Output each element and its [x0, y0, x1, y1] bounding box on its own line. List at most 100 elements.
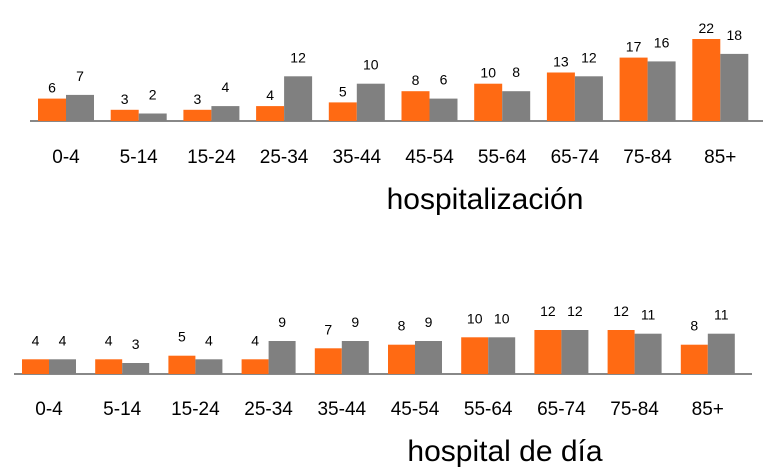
bar-orange-25-34 — [241, 359, 269, 374]
chart-title: hospital de día — [407, 435, 602, 467]
bar-gray-75-84 — [634, 333, 662, 374]
x-tick-label: 15-24 — [171, 399, 220, 420]
data-label: 9 — [278, 314, 286, 330]
data-label: 22 — [699, 20, 715, 36]
data-label: 12 — [613, 303, 629, 319]
x-tick-label: 65-74 — [551, 147, 600, 168]
bar-orange-0-4 — [38, 98, 66, 121]
data-label: 5 — [178, 329, 186, 345]
data-label: 4 — [222, 79, 230, 95]
bar-orange-25-34 — [256, 106, 285, 121]
bar-orange-55-64 — [461, 337, 489, 374]
chart-title: hospitalización — [387, 183, 584, 216]
data-label: 4 — [266, 87, 274, 103]
bar-gray-35-44 — [341, 341, 369, 374]
bar-orange-65-74 — [534, 330, 562, 374]
data-label: 8 — [690, 318, 698, 334]
data-label: 11 — [641, 307, 656, 323]
data-label: 3 — [121, 91, 129, 107]
data-label: 10 — [467, 310, 483, 326]
bar-gray-85+ — [720, 53, 749, 121]
data-label: 9 — [351, 314, 359, 330]
data-label: 3 — [132, 336, 140, 352]
x-tick-label: 45-54 — [391, 399, 440, 420]
bar-gray-45-54 — [429, 98, 458, 121]
data-label: 10 — [363, 57, 379, 73]
bar-gray-65-74 — [561, 330, 589, 374]
x-tick-label: 85+ — [692, 399, 724, 420]
data-label: 4 — [105, 332, 113, 348]
data-label: 11 — [714, 307, 729, 323]
data-label: 7 — [324, 321, 332, 337]
bar-orange-85+ — [680, 344, 708, 374]
bar-orange-5-14 — [95, 359, 123, 374]
bar-orange-15-24 — [168, 355, 196, 374]
bar-orange-75-84 — [619, 57, 648, 121]
data-label: 6 — [440, 72, 448, 88]
data-label: 4 — [59, 332, 67, 348]
bar-orange-15-24 — [183, 109, 212, 121]
x-tick-label: 85+ — [704, 147, 736, 168]
data-label: 3 — [194, 91, 202, 107]
x-tick-label: 65-74 — [537, 399, 586, 420]
x-tick-label: 25-34 — [244, 399, 293, 420]
bar-gray-85+ — [707, 333, 735, 374]
bar-gray-55-64 — [502, 91, 531, 121]
bar-gray-15-24 — [211, 106, 240, 121]
x-tick-label: 0-4 — [52, 147, 80, 168]
chart-hospital-de-dia: 4 4 0-4 4 3 5-14 5 4 15-24 4 9 25-34 7 9 35-44 8 9 45-54 1… — [14, 303, 752, 467]
bar-gray-45-54 — [415, 341, 442, 374]
bar-gray-55-64 — [488, 337, 516, 374]
x-tick-label: 25-34 — [260, 147, 309, 168]
bar-orange-65-74 — [546, 72, 575, 121]
bar-gray-5-14 — [138, 113, 167, 121]
data-label: 7 — [76, 68, 84, 84]
x-tick-label: 5-14 — [120, 147, 158, 168]
data-label: 12 — [290, 49, 306, 65]
bar-orange-75-84 — [607, 330, 635, 374]
data-label: 12 — [567, 303, 583, 319]
bar-orange-0-4 — [22, 359, 49, 374]
x-tick-label: 0-4 — [35, 399, 63, 420]
bar-gray-25-34 — [284, 76, 313, 121]
data-label: 17 — [626, 39, 642, 55]
data-label: 8 — [512, 64, 520, 80]
data-label: 13 — [553, 54, 569, 70]
data-label: 8 — [412, 72, 420, 88]
x-tick-label: 45-54 — [405, 147, 454, 168]
bar-gray-5-14 — [122, 363, 150, 374]
data-label: 5 — [339, 83, 347, 99]
bar-gray-0-4 — [49, 359, 76, 374]
bar-orange-85+ — [692, 39, 721, 121]
bar-orange-55-64 — [474, 83, 503, 121]
bar-gray-0-4 — [66, 94, 94, 121]
data-label: 6 — [48, 80, 56, 96]
bar-gray-35-44 — [356, 83, 385, 121]
data-label: 10 — [494, 310, 510, 326]
bar-orange-45-54 — [388, 344, 415, 374]
x-tick-label: 75-84 — [610, 399, 659, 420]
data-label: 12 — [581, 49, 597, 65]
data-label: 10 — [480, 65, 496, 81]
data-label: 16 — [654, 34, 670, 50]
data-label: 8 — [398, 318, 406, 334]
bar-gray-25-34 — [268, 341, 296, 374]
x-tick-label: 15-24 — [187, 147, 236, 168]
x-tick-label: 55-64 — [464, 399, 513, 420]
data-label: 2 — [149, 87, 157, 103]
bar-gray-65-74 — [574, 76, 603, 121]
bar-orange-45-54 — [401, 91, 430, 121]
bar-gray-15-24 — [195, 359, 223, 374]
x-tick-label: 5-14 — [103, 399, 141, 420]
data-label: 4 — [251, 332, 259, 348]
data-label: 9 — [425, 314, 433, 330]
data-label: 4 — [32, 332, 40, 348]
bar-orange-35-44 — [328, 102, 357, 121]
data-label: 12 — [540, 303, 556, 319]
bar-orange-35-44 — [314, 348, 342, 374]
x-tick-label: 35-44 — [317, 399, 366, 420]
x-tick-label: 55-64 — [478, 147, 527, 168]
bar-gray-75-84 — [647, 61, 676, 121]
x-tick-label: 35-44 — [332, 147, 381, 168]
